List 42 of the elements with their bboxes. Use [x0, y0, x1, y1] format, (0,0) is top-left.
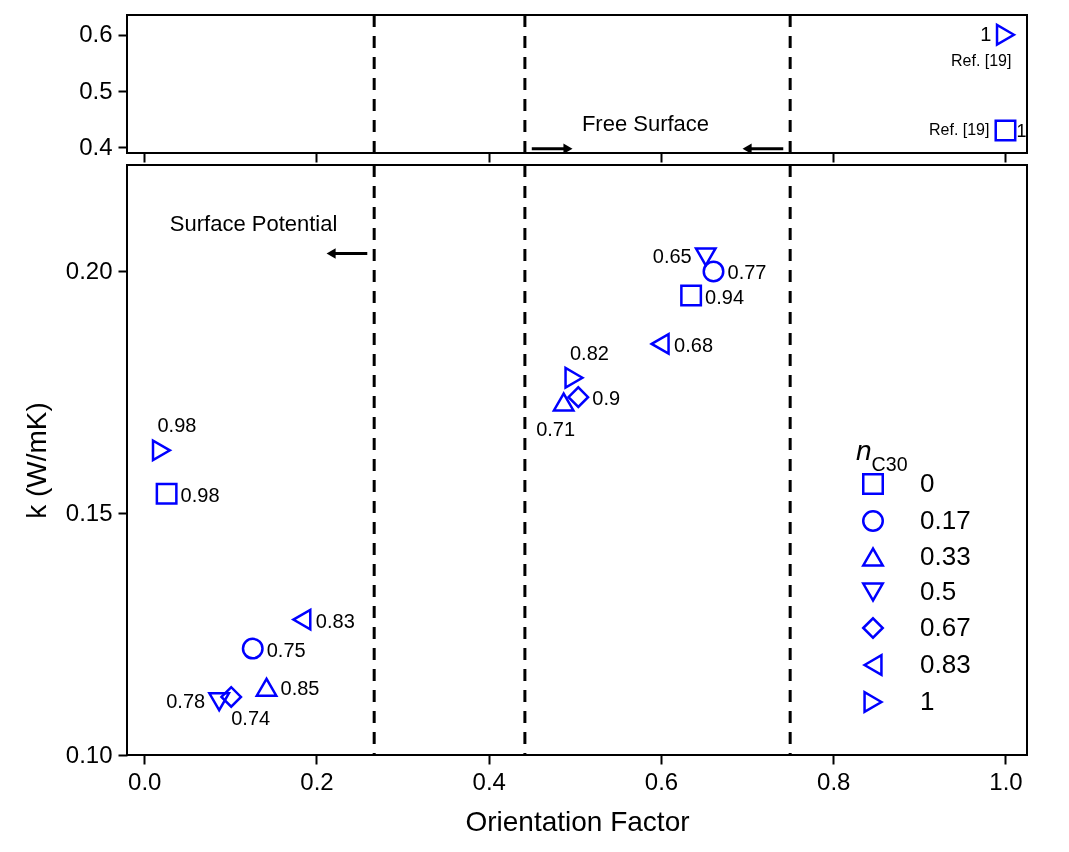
annotation: 0.71: [536, 417, 576, 440]
annotation: 0.65: [652, 244, 692, 267]
x-tick-label: 1.0: [989, 767, 1023, 795]
annotation: 0.68: [674, 333, 714, 356]
annotation: 0.77: [727, 261, 767, 284]
annotation: 0.83: [315, 609, 355, 632]
annotation: 0.98: [157, 414, 197, 437]
x-tick-label: 0.4: [472, 767, 506, 795]
legend-label: 0.83: [920, 649, 971, 679]
legend-label: 0.67: [920, 612, 971, 642]
y-tick-label: 0.20: [65, 256, 113, 284]
annotation: 0.78: [166, 689, 206, 712]
legend-label: 0.5: [920, 576, 957, 606]
annotation: Ref. [19]: [950, 51, 1012, 69]
ref-line-label: Free Surface: [581, 111, 710, 137]
annotation: 0.74: [231, 706, 271, 729]
ref-line-label: Surface Potential: [169, 211, 338, 236]
y-tick-label: 0.6: [79, 20, 113, 48]
annotation: 1: [980, 22, 992, 45]
y-tick-label: 0.4: [79, 132, 113, 160]
annotation: 0.9: [592, 387, 621, 410]
annotation: 0.94: [705, 285, 745, 308]
x-axis-title: Orientation Factor: [465, 805, 690, 837]
legend-title: n$_{C30}$: [856, 435, 908, 475]
annotation: 1: [1016, 121, 1027, 142]
legend-label: 1: [920, 686, 935, 716]
x-tick-label: 0.8: [817, 767, 851, 795]
annotation: 0.75: [266, 638, 306, 661]
annotation: 0.85: [280, 677, 320, 700]
y-tick-label: 0.5: [79, 76, 113, 104]
y-axis-title: k (W/mK): [20, 402, 52, 519]
legend-label: 0: [920, 468, 935, 498]
annotation: 0.82: [569, 341, 609, 364]
x-tick-label: 0.2: [300, 767, 334, 795]
y-tick-label: 0.15: [65, 498, 113, 526]
x-tick-label: 0.6: [644, 767, 679, 795]
annotation: Ref. [19]: [928, 121, 990, 139]
annotation: 0.98: [180, 483, 220, 506]
legend-label: 0.17: [920, 505, 971, 535]
x-tick-label: 0.0: [128, 767, 162, 795]
y-tick-label: 0.10: [65, 740, 113, 768]
legend-label: 0.33: [920, 541, 971, 571]
